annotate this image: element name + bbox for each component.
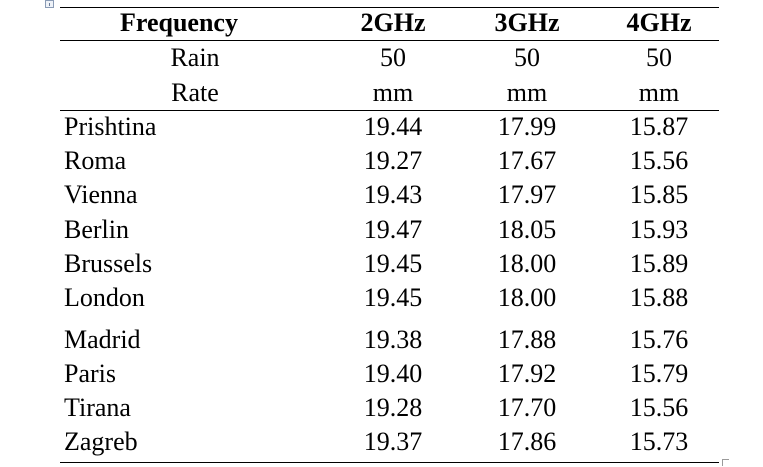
row-value-2ghz: 19.37: [363, 427, 423, 456]
subheader-value: 50: [380, 43, 406, 72]
row-value-4ghz: 15.56: [629, 146, 689, 175]
subheader-unit: mm: [506, 78, 548, 107]
row-value-2ghz: 19.27: [363, 146, 423, 175]
subheader-value: 50: [514, 43, 540, 72]
row-value-3ghz: 17.97: [497, 180, 557, 209]
row-value-4ghz: 15.89: [629, 249, 689, 278]
row-city: Vienna: [64, 180, 138, 209]
row-value-2ghz: 19.40: [363, 359, 423, 388]
row-value-4ghz: 15.73: [629, 427, 689, 456]
subheader-rate: Rate: [171, 78, 219, 107]
header-4ghz: 4GHz: [626, 8, 692, 37]
row-value-2ghz: 19.43: [363, 180, 423, 209]
header-frequency: Frequency: [120, 8, 238, 37]
row-city: Madrid: [64, 325, 141, 354]
row-value-2ghz: 19.28: [363, 393, 423, 422]
row-city: Tirana: [64, 393, 131, 422]
row-value-3ghz: 17.88: [497, 325, 557, 354]
row-city: London: [64, 283, 145, 312]
row-city: Zagreb: [64, 427, 138, 456]
row-value-3ghz: 17.67: [497, 146, 557, 175]
row-value-3ghz: 17.92: [497, 359, 557, 388]
header-3ghz: 3GHz: [494, 8, 560, 37]
row-value-2ghz: 19.44: [363, 112, 423, 141]
subheader-unit: mm: [638, 78, 680, 107]
row-value-4ghz: 15.76: [629, 325, 689, 354]
row-value-3ghz: 17.99: [497, 112, 557, 141]
subheader-unit: mm: [372, 78, 414, 107]
row-value-3ghz: 17.86: [497, 427, 557, 456]
row-value-4ghz: 15.93: [629, 215, 689, 244]
row-value-3ghz: 18.00: [497, 249, 557, 278]
subheader-rain: Rain: [170, 43, 220, 72]
row-value-4ghz: 15.87: [629, 112, 689, 141]
row-value-2ghz: 19.45: [363, 283, 423, 312]
row-value-4ghz: 15.79: [629, 359, 689, 388]
subheader-value: 50: [646, 43, 672, 72]
row-value-2ghz: 19.38: [363, 325, 423, 354]
row-value-4ghz: 15.88: [629, 283, 689, 312]
table-header-rule: [60, 40, 719, 41]
row-value-3ghz: 17.70: [497, 393, 557, 422]
table-subheader-rule: [60, 110, 719, 111]
row-value-4ghz: 15.56: [629, 393, 689, 422]
table-bottom-rule: [60, 462, 719, 463]
resize-handle-icon[interactable]: [722, 459, 729, 466]
header-2ghz: 2GHz: [360, 8, 426, 37]
row-value-3ghz: 18.00: [497, 283, 557, 312]
row-city: Berlin: [64, 215, 129, 244]
row-city: Prishtina: [64, 112, 157, 141]
row-value-3ghz: 18.05: [497, 215, 557, 244]
row-city: Paris: [64, 359, 116, 388]
row-city: Roma: [64, 146, 127, 175]
table-top-rule: [60, 7, 719, 8]
row-city: Brussels: [64, 249, 153, 278]
row-value-2ghz: 19.47: [363, 215, 423, 244]
object-anchor-icon: [45, 0, 54, 8]
row-value-4ghz: 15.85: [629, 180, 689, 209]
row-value-2ghz: 19.45: [363, 249, 423, 278]
